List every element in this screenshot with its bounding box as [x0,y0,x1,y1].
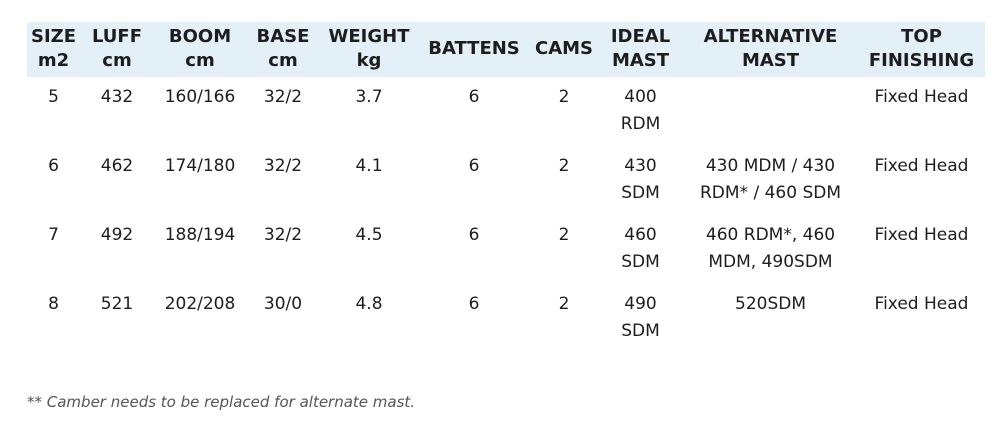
header-text: BASE [256,26,310,47]
table-cell: 4.5 [355,225,383,245]
table-cell: 4.1 [355,156,383,176]
header-cell: SIZE m2 [27,22,80,77]
table-body: 5 432 160/166 32/2 3.7 6 2 400 RDM Fixed Head 6 46… [27,77,985,353]
table-cell: 2 [558,156,570,176]
table-cell: 460 RDM*, 460 MDM, 490SDM [705,225,836,272]
table-cell: 432 [100,87,134,107]
table-cell: 188/194 [164,225,236,245]
header-cell: TOP FINISHING [858,22,985,77]
header-text: WEIGHT [328,26,410,47]
table-cell: Fixed Head [874,294,969,314]
spec-table: SIZE m2 LUFF cm BOOM cm BASE cm WEIGHT kg BATTENS C… [27,22,985,353]
header-cell: BOOM cm [154,22,246,77]
footnote: ** Camber needs to be replaced for alter… [27,393,416,411]
header-text: FINISHING [868,50,975,71]
table-cell: Fixed Head [874,87,969,107]
header-cell: WEIGHT kg [320,22,418,77]
header-row: SIZE m2 LUFF cm BOOM cm BASE cm WEIGHT kg BATTENS C… [27,22,985,77]
table-cell: 2 [558,225,570,245]
header-text: BOOM [168,26,232,47]
header-text: cm [185,50,215,71]
table-cell: Fixed Head [874,156,969,176]
table-cell: 160/166 [164,87,236,107]
header-text: IDEAL [610,26,671,47]
table-row: 7 492 188/194 32/2 4.5 6 2 460 SDM 460 RDM*, 460… [27,215,985,284]
table-cell: 2 [558,87,570,107]
table-cell: 521 [100,294,134,314]
header-cell: BASE cm [246,22,320,77]
table-cell: 6 [48,156,59,176]
table-cell: 6 [468,156,480,176]
table-cell: 492 [100,225,134,245]
header-text: BATTENS [428,38,520,59]
table-cell: 460 SDM [621,225,660,272]
table-row: 6 462 174/180 32/2 4.1 6 2 430 SDM 430 MDM / 430… [27,146,985,215]
table-cell: 4.8 [355,294,383,314]
table-cell: Fixed Head [874,225,969,245]
header-text: CAMS [534,38,594,59]
table-cell: 520SDM [735,294,806,314]
table-cell: 3.7 [355,87,383,107]
table-cell: 430 SDM [621,156,660,203]
table-cell: 400 RDM [620,87,661,134]
table-cell: 5 [48,87,59,107]
header-text: MAST [611,50,670,71]
header-text: SIZE [30,26,76,47]
table-cell: 32/2 [263,87,303,107]
header-text: kg [356,50,382,71]
table-cell: 30/0 [263,294,303,314]
table-cell: 174/180 [164,156,236,176]
table-cell: 32/2 [263,156,303,176]
header-text: cm [102,50,132,71]
table-row: 5 432 160/166 32/2 3.7 6 2 400 RDM Fixed Head [27,77,985,146]
table-cell: 7 [48,225,59,245]
table-cell: 462 [100,156,134,176]
table-cell: 490 SDM [621,294,660,341]
header-cell: IDEAL MAST [598,22,683,77]
header-cell: BATTENS [418,22,530,77]
header-text: LUFF [91,26,143,47]
table-cell: 430 MDM / 430 RDM* / 460 SDM [699,156,841,203]
table-row: 8 521 202/208 30/0 4.8 6 2 490 SDM 520SDM Fixed H… [27,284,985,353]
table-cell [683,77,858,146]
table-cell: 8 [48,294,59,314]
table-cell: 6 [468,87,480,107]
header-cell: LUFF cm [80,22,154,77]
header-cell: ALTERNATIVE MAST [683,22,858,77]
table-cell: 6 [468,225,480,245]
header-cell: CAMS [530,22,598,77]
table-cell: 6 [468,294,480,314]
table-cell: 2 [558,294,570,314]
header-text: MAST [741,50,800,71]
table-cell: 202/208 [164,294,236,314]
header-text: cm [268,50,298,71]
header-text: TOP [901,26,942,47]
header-text: m2 [37,50,70,71]
table-cell: 32/2 [263,225,303,245]
header-text: ALTERNATIVE [703,26,838,47]
